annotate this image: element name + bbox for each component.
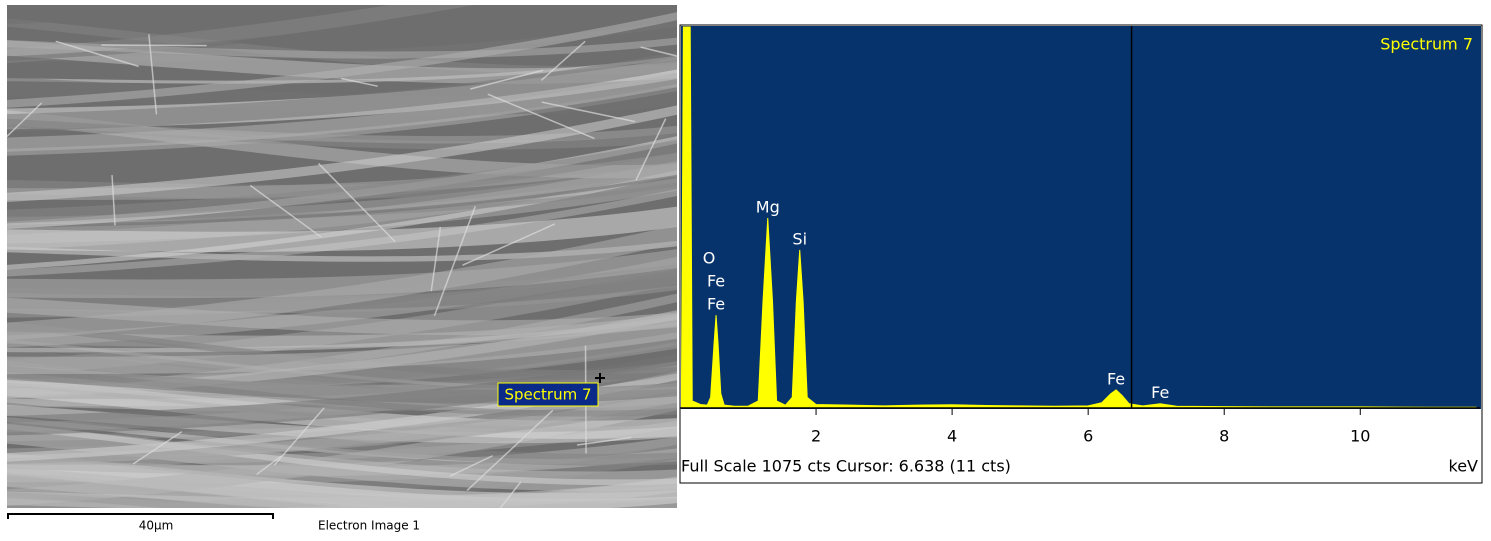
- image-caption: Electron Image 1: [318, 519, 420, 533]
- x-tick-label: 8: [1219, 427, 1229, 446]
- scale-label: 40µm: [139, 519, 174, 533]
- peak-label: Si: [792, 229, 807, 248]
- image-label: Spectrum 7: [505, 386, 592, 404]
- peak-label: O: [703, 249, 716, 268]
- peak-label: Fe: [707, 272, 725, 291]
- x-tick-label: 4: [947, 427, 957, 446]
- x-tick-label: 2: [811, 427, 821, 446]
- x-tick-label: 6: [1083, 427, 1093, 446]
- peak-label: Fe: [1151, 383, 1169, 402]
- page: Spectrum 7 40µm Electron Image 1 2 4 6 8 10 O…: [0, 0, 1491, 537]
- peak-label: Fe: [1107, 369, 1125, 388]
- peak-label: Mg: [756, 198, 780, 217]
- x-axis-label: keV: [1449, 457, 1479, 476]
- chart-title: Spectrum 7: [1380, 35, 1473, 54]
- peak-label: Fe: [707, 295, 725, 314]
- fibril: [102, 45, 207, 46]
- footer: Full Scale 1075 cts Cursor: 6.638 (11 ct…: [681, 457, 1011, 476]
- x-tick-label: 10: [1350, 427, 1370, 446]
